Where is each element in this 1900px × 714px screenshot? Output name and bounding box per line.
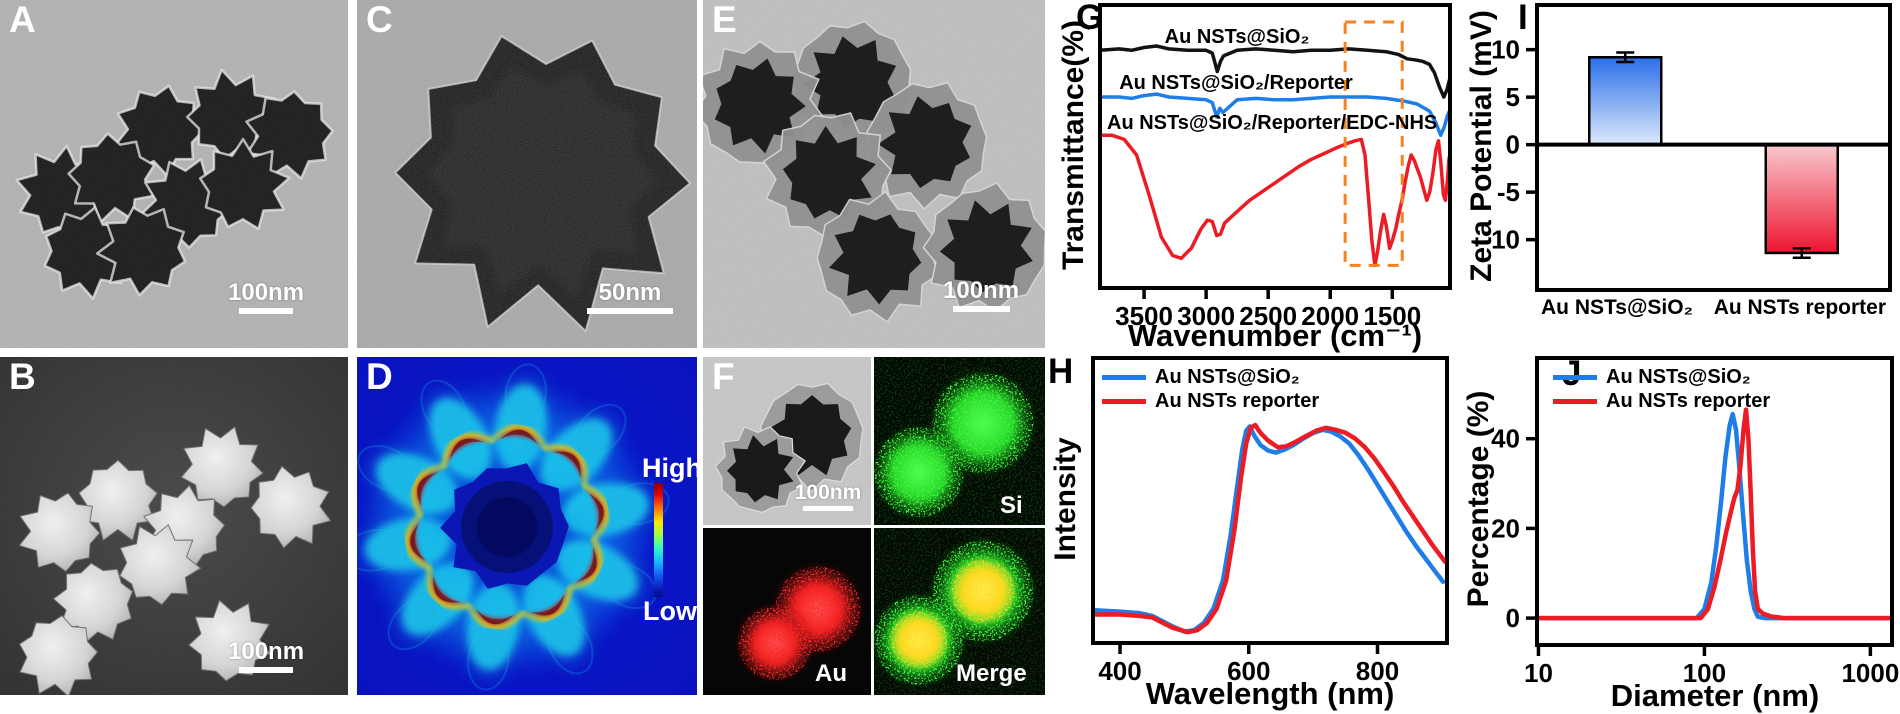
g-x-axis-title: Wavenumber (cm⁻¹) [1127, 318, 1423, 353]
i-y-axis-title: Zeta Potential (mV) [1465, 10, 1498, 282]
svg-text:40: 40 [1491, 424, 1520, 454]
svg-text:800: 800 [1356, 656, 1399, 686]
panel-b-label: B [9, 357, 36, 397]
panel-f-scalebar-text: 100nm [794, 481, 862, 504]
h-legend-swatch-red [1102, 399, 1146, 404]
tem-single-nanostar-image [357, 0, 697, 348]
panel-f-label: F [712, 357, 735, 397]
panel-j-label: J [1562, 354, 1582, 393]
i-category-2: Au NSTs reporter [1713, 296, 1886, 319]
svg-text:2000: 2000 [1301, 301, 1359, 331]
svg-text:600: 600 [1227, 656, 1270, 686]
panel-c-scalebar-line [587, 308, 673, 315]
svg-text:10: 10 [1491, 35, 1520, 65]
panel-g-label: G [1076, 0, 1104, 37]
eds-element-maps-image [703, 357, 1045, 695]
g-curve-label-blue: Au NSTs@SiO₂/Reporter [1119, 72, 1353, 94]
svg-text:100: 100 [1683, 658, 1726, 688]
h-legend-swatch-blue [1102, 375, 1146, 380]
svg-text:1000: 1000 [1841, 658, 1899, 688]
svg-text:3000: 3000 [1177, 301, 1235, 331]
svg-text:-5: -5 [1497, 177, 1520, 207]
j-legend-swatch-red [1553, 399, 1597, 404]
panel-b-sem-image: B 100nm [0, 357, 348, 695]
panel-f-scalebar-line [803, 506, 853, 512]
svg-text:1500: 1500 [1363, 301, 1421, 331]
panel-b-scalebar: 100nm [228, 638, 305, 674]
svg-text:0: 0 [1506, 603, 1520, 633]
panel-c-tem-closeup-image: C 50nm [357, 0, 697, 348]
i-category-1: Au NSTs@SiO₂ [1541, 296, 1693, 319]
panel-e-tem-coated-image: E 100nm [703, 0, 1045, 348]
svg-text:400: 400 [1098, 656, 1141, 686]
j-legend-item-2: Au NSTs reporter [1553, 390, 1770, 413]
panel-d-label: D [366, 357, 393, 397]
h-legend-item-2: Au NSTs reporter [1102, 390, 1319, 413]
i-category-labels: Au NSTs@SiO₂ Au NSTs reporter [1541, 296, 1886, 320]
svg-text:20: 20 [1491, 513, 1520, 543]
sem-nanostars-image [0, 357, 348, 695]
au-map-label: Au [815, 660, 847, 687]
svg-text:-10: -10 [1482, 225, 1520, 255]
g-curve-label-black: Au NSTs@SiO₂ [1164, 26, 1310, 48]
h-x-axis-title: Wavelength (nm) [1145, 676, 1395, 711]
h-legend-text-1: Au NSTs@SiO₂ [1155, 366, 1300, 388]
panel-e-scalebar-text: 100nm [943, 277, 1020, 304]
h-y-axis-title: Intensity [1049, 437, 1082, 561]
panel-a-scalebar-line [239, 308, 293, 315]
svg-text:2500: 2500 [1239, 301, 1297, 331]
colorbar-low-label: Low [643, 596, 697, 626]
panel-e-scalebar: 100nm [943, 277, 1020, 313]
g-curve-label-red: Au NSTs@SiO₂/Reporter/EDC-NHS [1107, 112, 1438, 134]
panel-d-field-simulation: D High Low [357, 357, 697, 695]
g-y-axis-title: Transmittance(%) [1057, 19, 1090, 271]
j-y-axis-title: Percentage (%) [1462, 390, 1495, 608]
panel-f-eds-mapping: F 100nm Si Au Merge [703, 357, 1045, 695]
svg-text:10: 10 [1524, 658, 1553, 688]
panel-a-scalebar: 100nm [228, 279, 305, 315]
panel-h-label: H [1048, 352, 1074, 391]
panel-c-scalebar-text: 50nm [598, 279, 662, 306]
panel-i-label: I [1518, 0, 1528, 37]
field-enhancement-heatmap [357, 357, 697, 695]
j-legend-swatch-blue [1553, 375, 1597, 380]
panel-a-label: A [9, 0, 36, 40]
panel-e-label: E [712, 0, 737, 40]
h-legend-text-2: Au NSTs reporter [1155, 390, 1320, 412]
panel-f-scalebar: 100nm [789, 481, 867, 512]
panel-a-tem-image: A 100nm [0, 0, 348, 348]
j-legend: Au NSTs@SiO₂ Au NSTs reporter [1553, 366, 1770, 413]
si-map-label: Si [1000, 492, 1023, 519]
h-legend-item-1: Au NSTs@SiO₂ [1102, 366, 1319, 389]
j-legend-text-2: Au NSTs reporter [1606, 390, 1771, 412]
svg-text:0: 0 [1506, 130, 1520, 160]
tem-nanostars-image [0, 0, 348, 348]
j-legend-item-1: Au NSTs@SiO₂ [1553, 366, 1770, 389]
panel-b-scalebar-text: 100nm [228, 638, 305, 665]
panel-c-scalebar: 50nm [585, 279, 675, 315]
h-legend: Au NSTs@SiO₂ Au NSTs reporter [1102, 366, 1319, 413]
j-x-axis-title: Diameter (nm) [1610, 678, 1820, 713]
tem-silica-coated-nanostars-image [703, 0, 1045, 348]
svg-text:5: 5 [1506, 82, 1520, 112]
j-legend-text-1: Au NSTs@SiO₂ [1606, 366, 1751, 388]
panel-e-scalebar-line [952, 306, 1010, 313]
panel-c-label: C [366, 0, 393, 40]
merge-map-label: Merge [956, 660, 1027, 687]
svg-text:3500: 3500 [1115, 301, 1173, 331]
colorbar-high-label: High [642, 453, 697, 483]
panel-a-scalebar-text: 100nm [228, 279, 305, 306]
panel-b-scalebar-line [239, 667, 293, 674]
